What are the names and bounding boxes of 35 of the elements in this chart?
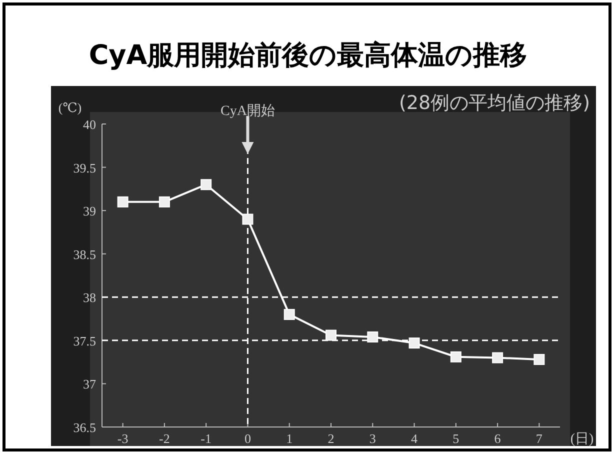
chart-title: CyA服用開始前後の最高体温の推移 xyxy=(88,40,528,71)
x-tick-label: 4 xyxy=(411,431,418,446)
y-tick-label: 37 xyxy=(83,376,96,392)
y-tick-label: 40 xyxy=(83,117,96,132)
x-tick-label: 6 xyxy=(494,431,502,446)
point xyxy=(492,352,504,364)
point xyxy=(367,331,378,342)
y-tick-label: 39 xyxy=(83,204,96,219)
point xyxy=(534,354,545,365)
y-tick-label: 39.5 xyxy=(73,160,96,176)
x-tick-label: 3 xyxy=(369,431,376,446)
point xyxy=(284,308,295,320)
x-tick-label: 7 xyxy=(536,431,543,446)
y-tick-label: 36.5 xyxy=(73,420,96,435)
x-tick-label: -1 xyxy=(200,431,212,446)
y-axis-title: (℃) xyxy=(58,100,82,115)
x-tick-label: 0 xyxy=(244,431,251,446)
chart-subtitle: (28例の平均値の推移) xyxy=(398,92,590,114)
y-tick-label: 38 xyxy=(83,290,96,306)
x-tick-label: 2 xyxy=(328,431,334,446)
x-tick-label: 1 xyxy=(286,431,293,446)
point xyxy=(117,196,128,208)
x-tick-label: 5 xyxy=(452,431,460,446)
ref-line-label: CyA開始 xyxy=(220,103,275,119)
x-tick-label: -3 xyxy=(117,431,128,446)
x-tick-label: -2 xyxy=(159,431,170,446)
y-tick-label: 37.5 xyxy=(73,333,96,348)
point xyxy=(450,351,462,362)
point xyxy=(408,338,420,349)
point xyxy=(242,214,254,225)
point xyxy=(200,179,212,190)
point xyxy=(158,196,170,208)
y-tick-label: 38.5 xyxy=(73,246,96,262)
point xyxy=(326,330,336,341)
x-axis-title: (日) xyxy=(570,432,594,447)
